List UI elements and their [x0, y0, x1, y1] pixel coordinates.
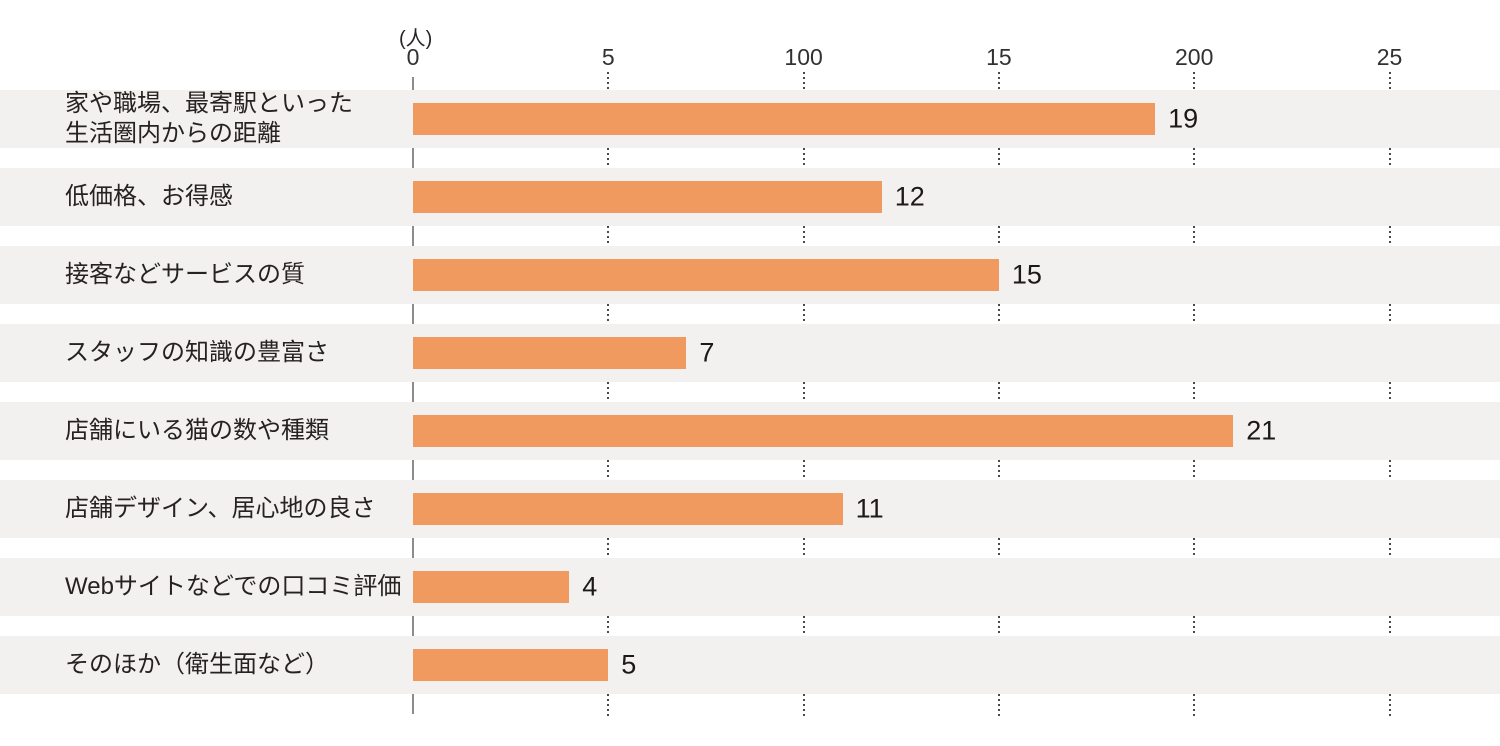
grid-dotted-segment [1193, 460, 1196, 480]
axis-unit-label: (人) [399, 28, 433, 50]
bar [413, 103, 1156, 135]
grid-dotted-segment [1193, 72, 1196, 90]
value-label: 15 [1011, 259, 1042, 290]
category-label: 店舗にいる猫の数や種類 [65, 417, 329, 444]
grid-dotted-segment [1388, 148, 1391, 168]
grid-dotted-segment [607, 72, 610, 90]
bar [413, 181, 882, 213]
grid-dotted-segment [802, 382, 805, 402]
bar [413, 493, 843, 525]
category-label: そのほか（衛生面など） [65, 651, 329, 678]
grid-dotted-segment [1388, 538, 1391, 558]
grid-dotted-segment [802, 226, 805, 246]
bar [413, 415, 1234, 447]
y-axis-line [412, 77, 414, 714]
grid-dotted-segment [1388, 226, 1391, 246]
value-label: 21 [1246, 415, 1277, 446]
grid-dotted-segment [607, 460, 610, 480]
value-label: 12 [894, 181, 925, 212]
category-label: 低価格、お得感 [65, 183, 233, 210]
grid-dotted-segment [607, 226, 610, 246]
grid-dotted-segment [1388, 616, 1391, 636]
grid-dotted-segment [802, 616, 805, 636]
grid-dotted-segment [1193, 226, 1196, 246]
grid-dotted-segment [802, 694, 805, 716]
row-band [0, 324, 1500, 382]
grid-dotted-segment [607, 616, 610, 636]
x-tick-label: 100 [784, 44, 823, 70]
grid-dotted-segment [1388, 72, 1391, 90]
value-label: 7 [699, 337, 715, 368]
grid-dotted-segment [802, 538, 805, 558]
grid-dotted-segment [997, 382, 1000, 402]
category-label: 店舗デザイン、居心地の良さ [65, 495, 376, 522]
grid-dotted-segment [802, 460, 805, 480]
grid-dotted-segment [997, 72, 1000, 90]
grid-dotted-segment [1193, 382, 1196, 402]
category-label: 家や職場、最寄駅といった 生活圏内からの距離 [65, 90, 353, 147]
grid-dotted-segment [607, 148, 610, 168]
grid-dotted-segment [607, 538, 610, 558]
bar [413, 649, 609, 681]
grid-dotted-segment [1193, 694, 1196, 716]
value-label: 5 [621, 649, 637, 680]
grid-dotted-segment [997, 460, 1000, 480]
grid-dotted-segment [1193, 148, 1196, 168]
grid-dotted-segment [997, 616, 1000, 636]
grid-dotted-segment [607, 382, 610, 402]
grid-dotted-segment [802, 304, 805, 324]
category-label: Webサイトなどでの口コミ評価 [65, 573, 402, 600]
grid-dotted-segment [997, 148, 1000, 168]
x-tick-label: 15 [986, 44, 1012, 70]
grid-dotted-segment [802, 72, 805, 90]
grid-dotted-segment [802, 148, 805, 168]
x-tick-label: 25 [1376, 44, 1403, 70]
row-band [0, 558, 1500, 616]
x-tick-label: 0 [406, 44, 420, 70]
grid-dotted-segment [997, 538, 1000, 558]
bar [413, 337, 687, 369]
category-label: 接客などサービスの質 [65, 261, 305, 288]
grid-dotted-segment [1388, 694, 1391, 716]
grid-dotted-segment [1193, 538, 1196, 558]
value-label: 11 [855, 493, 884, 524]
category-label: スタッフの知識の豊富さ [65, 339, 329, 366]
x-tick-label: 5 [601, 44, 615, 70]
grid-dotted-segment [607, 694, 610, 716]
grid-dotted-segment [1193, 616, 1196, 636]
x-tick-label: 200 [1175, 44, 1214, 70]
grid-dotted-segment [997, 226, 1000, 246]
bar [413, 259, 999, 291]
value-label: 4 [582, 571, 598, 602]
grid-dotted-segment [1388, 460, 1391, 480]
grid-dotted-segment [997, 304, 1000, 324]
grid-dotted-segment [1388, 382, 1391, 402]
grid-dotted-segment [1193, 304, 1196, 324]
bar [413, 571, 570, 603]
grid-dotted-segment [607, 304, 610, 324]
row-band [0, 636, 1500, 694]
value-label: 19 [1168, 103, 1199, 134]
grid-dotted-segment [997, 694, 1000, 716]
grid-dotted-segment [1388, 304, 1391, 324]
